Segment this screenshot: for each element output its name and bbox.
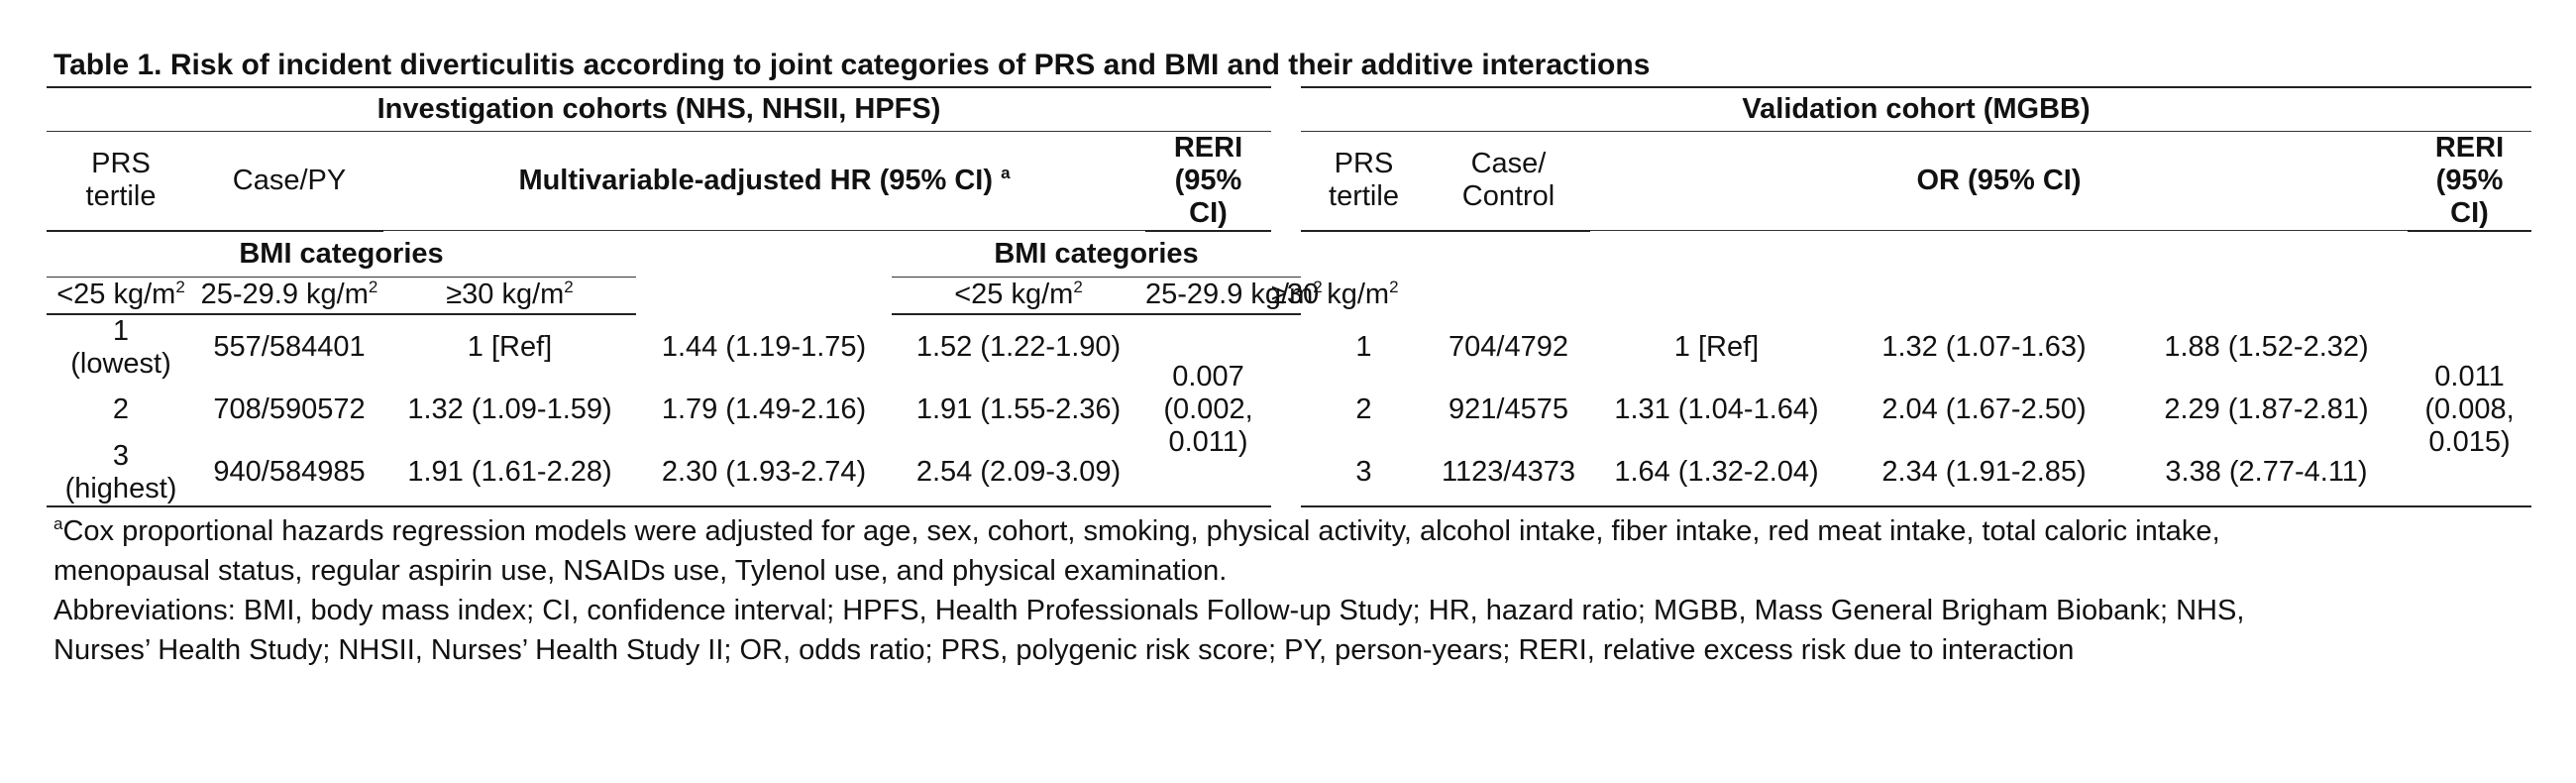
results-table: Investigation cohorts (NHS, NHSII, HPFS)… bbox=[47, 86, 2532, 507]
footnote-marker: a bbox=[54, 513, 63, 533]
investigation-bmi-col-2: 25-29.9 kg/m2 bbox=[195, 277, 383, 315]
or-cell: 2.04 (1.67-2.50) bbox=[1881, 393, 2087, 425]
hr-cell: 2.30 (1.93-2.74) bbox=[636, 439, 892, 507]
case-control-cell: 1123/4373 bbox=[1427, 439, 1590, 507]
table-row: 1 (lowest) 557/584401 1 [Ref] 1.44 (1.19-1.7… bbox=[47, 313, 2532, 507]
hr-cell: 1.91 (1.61-2.28) bbox=[383, 439, 636, 507]
measure-header-row: PRS tertile Case/PY Multivariable-adjust… bbox=[47, 131, 2532, 232]
investigation-reri-value: 0.007 (0.002, 0.011) bbox=[1145, 313, 1271, 507]
abbreviations-note: Abbreviations: BMI, body mass index; CI,… bbox=[54, 594, 2245, 626]
footnote-a: aCox proportional hazards regression mod… bbox=[54, 513, 2220, 547]
validation-bmi-col-3: ≥30 kg/m2 bbox=[1271, 277, 1399, 315]
prs-tertile-cell: 2 bbox=[112, 393, 130, 425]
hr-cell: 1.52 (1.22-1.90) bbox=[915, 331, 1122, 363]
validation-bmi-header: BMI categories bbox=[892, 230, 1301, 278]
hr-cell: 1.91 (1.55-2.36) bbox=[915, 393, 1122, 425]
validation-prs-cell: 2 bbox=[1355, 393, 1372, 425]
validation-cohort-header: Validation cohort (MGBB) bbox=[1301, 86, 2532, 132]
hr-cell: 1.44 (1.19-1.75) bbox=[661, 330, 867, 363]
prs-tertile-cell: 3 (highest) bbox=[47, 439, 195, 507]
prs-tertile-cell: 1 (lowest) bbox=[70, 314, 171, 380]
case-py-cell: 708/590572 bbox=[213, 393, 366, 425]
validation-reri-header: RERI (95% CI) bbox=[2408, 131, 2532, 232]
footnote-a-continued: menopausal status, regular aspirin use, … bbox=[54, 554, 1228, 587]
or-measure-header: OR (95% CI) bbox=[1590, 131, 2408, 231]
case-control-cell: 921/4575 bbox=[1449, 393, 1568, 425]
hr-cell: 1.32 (1.09-1.59) bbox=[407, 393, 612, 425]
hr-cell: 1 [Ref] bbox=[467, 331, 553, 363]
validation-prs-cell: 1 bbox=[1355, 330, 1372, 363]
investigation-cohort-header: Investigation cohorts (NHS, NHSII, HPFS) bbox=[47, 86, 1271, 132]
or-cell: 2.34 (1.91-2.85) bbox=[1843, 439, 2125, 507]
validation-bmi-col-2: 25-29.9 kg/m2 bbox=[1145, 277, 1323, 315]
case-control-header: Case/ Control bbox=[1427, 131, 1590, 232]
or-cell: 1.32 (1.07-1.63) bbox=[1881, 330, 2087, 363]
table-title: Table 1. Risk of incident diverticulitis… bbox=[54, 49, 1651, 81]
bmi-units-row: <25 kg/m2 25-29.9 kg/m2 ≥30 kg/m2 <25 kg/m2… bbox=[47, 277, 2531, 315]
table-footnotes: aCox proportional hazards regression mod… bbox=[54, 511, 2531, 670]
validation-reri-value: 0.011 (0.008, 0.015) bbox=[2408, 313, 2532, 507]
investigation-bmi-col-3: ≥30 kg/m2 bbox=[383, 277, 636, 315]
or-cell: 3.38 (2.77-4.11) bbox=[2125, 439, 2408, 507]
validation-prs-tertile-header: PRS tertile bbox=[1301, 131, 1427, 232]
investigation-bmi-header: BMI categories bbox=[47, 230, 636, 278]
hr-measure-header: Multivariable-adjusted HR (95% CI) a bbox=[383, 131, 1145, 231]
or-cell: 2.29 (1.87-2.81) bbox=[2164, 393, 2369, 425]
hr-cell: 2.54 (2.09-3.09) bbox=[892, 439, 1145, 507]
or-cell: 1.88 (1.52-2.32) bbox=[2164, 330, 2369, 363]
or-cell: 1.64 (1.32-2.04) bbox=[1590, 439, 1843, 507]
table-row: 3 (highest) 940/584985 1.91 (1.61-2.28) 2.30… bbox=[47, 439, 2531, 507]
case-control-cell: 704/4792 bbox=[1449, 330, 1568, 363]
case-py-cell: 557/584401 bbox=[213, 331, 366, 363]
case-py-cell: 940/584985 bbox=[195, 439, 383, 507]
or-cell: 1 [Ref] bbox=[1673, 330, 1760, 363]
investigation-bmi-col-1: <25 kg/m2 bbox=[47, 277, 195, 315]
bmi-header-row: BMI categories BMI categories bbox=[47, 230, 2531, 278]
table-row: 2 708/590572 1.32 (1.09-1.59) 1.79 (1.49-2.… bbox=[47, 381, 2531, 440]
or-cell: 1.31 (1.04-1.64) bbox=[1614, 393, 1819, 425]
prs-tertile-header: PRS tertile bbox=[47, 131, 195, 232]
abbreviations-note-continued: Nurses’ Health Study; NHSII, Nurses’ Hea… bbox=[54, 633, 2075, 666]
investigation-reri-header: RERI (95% CI) bbox=[1145, 131, 1271, 232]
case-py-header: Case/PY bbox=[195, 131, 383, 232]
validation-prs-cell: 3 bbox=[1301, 439, 1427, 507]
table-figure: Table 1. Risk of incident diverticulitis… bbox=[47, 48, 2532, 670]
cohort-header-row: Investigation cohorts (NHS, NHSII, HPFS)… bbox=[47, 86, 2532, 132]
validation-bmi-col-1: <25 kg/m2 bbox=[892, 277, 1145, 315]
hr-cell: 1.79 (1.49-2.16) bbox=[661, 393, 867, 425]
